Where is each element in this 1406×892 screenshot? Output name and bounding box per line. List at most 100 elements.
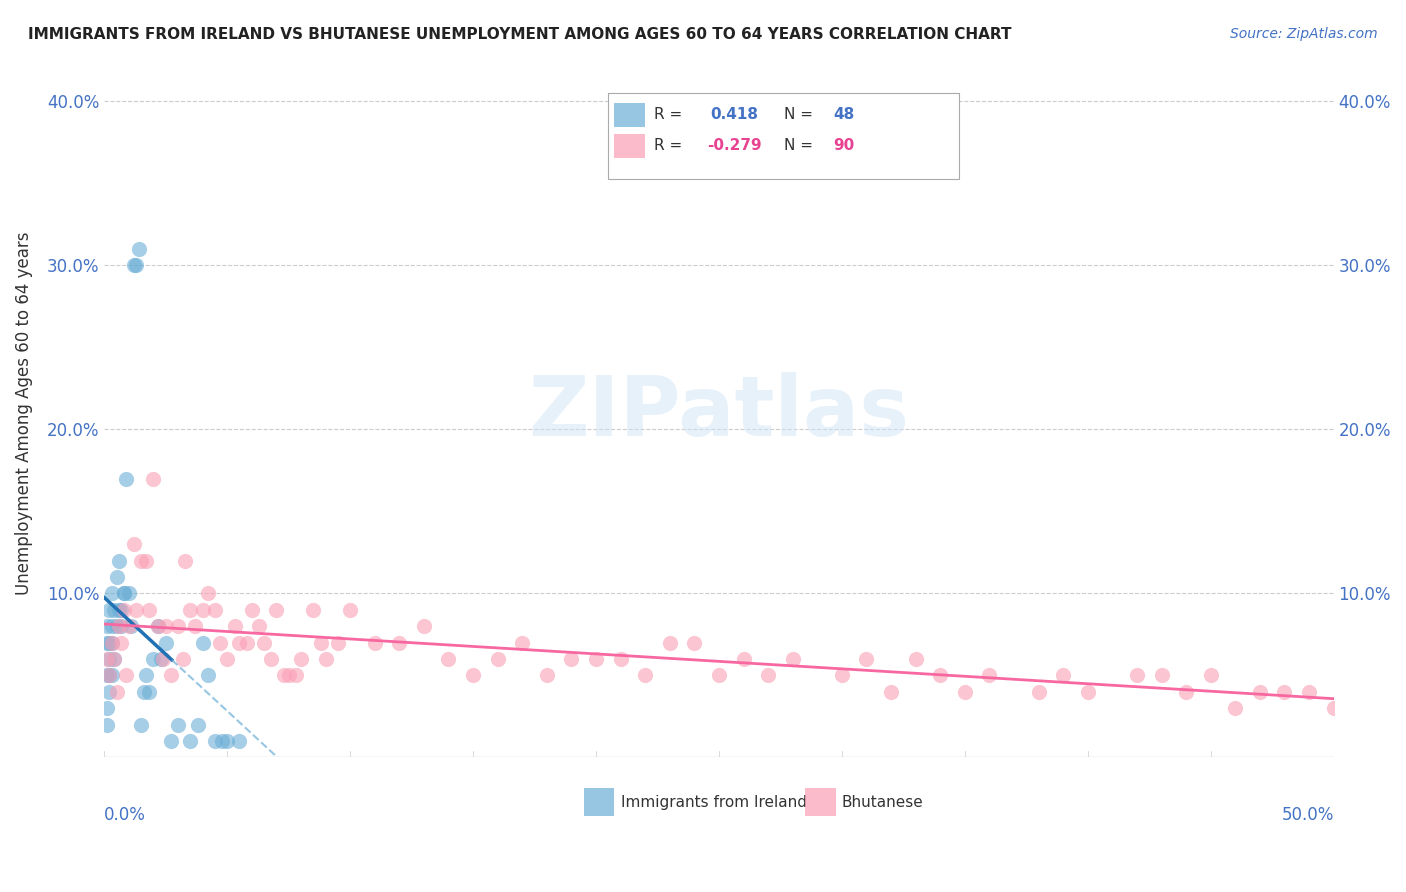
Point [128, 242, 150, 256]
Point [105, 685, 128, 699]
Point [1323, 701, 1346, 715]
Point [211, 734, 233, 748]
Point [247, 619, 270, 633]
Point [904, 652, 927, 666]
Point [148, 619, 170, 633]
Point [634, 668, 657, 682]
Text: 0.0%: 0.0% [104, 805, 146, 823]
Point [1175, 685, 1198, 699]
Point [184, 619, 207, 633]
Point [204, 734, 226, 748]
Point [108, 603, 131, 617]
Point [315, 652, 337, 666]
Point [217, 652, 239, 666]
Point [217, 734, 239, 748]
Text: ZIPatlas: ZIPatlas [529, 373, 910, 453]
Point [96, 635, 118, 649]
Point [148, 619, 170, 633]
Point [110, 619, 132, 633]
Point [122, 258, 145, 272]
Point [96, 668, 118, 682]
Point [96, 717, 118, 731]
Text: N =: N = [785, 138, 818, 153]
Point [1298, 685, 1320, 699]
Point [98, 652, 121, 666]
Point [135, 668, 157, 682]
Point [98, 603, 121, 617]
Point [339, 603, 361, 617]
Point [979, 668, 1001, 682]
Point [105, 619, 128, 633]
Text: -0.279: -0.279 [707, 138, 761, 153]
Point [118, 619, 141, 633]
Point [112, 586, 135, 600]
Point [125, 603, 148, 617]
Point [98, 668, 121, 682]
Point [103, 652, 125, 666]
Point [208, 635, 231, 649]
Point [149, 652, 172, 666]
Point [1150, 668, 1173, 682]
Point [120, 619, 142, 633]
Point [240, 603, 263, 617]
Point [1052, 668, 1074, 682]
Point [683, 635, 706, 649]
Point [733, 652, 755, 666]
Point [122, 537, 145, 551]
Text: 0.418: 0.418 [710, 107, 758, 122]
Point [388, 635, 411, 649]
Point [179, 603, 201, 617]
Point [290, 652, 312, 666]
Point [100, 635, 122, 649]
Point [179, 734, 201, 748]
Text: Immigrants from Ireland: Immigrants from Ireland [620, 795, 807, 810]
Text: N =: N = [785, 107, 818, 122]
Point [138, 603, 160, 617]
Point [236, 635, 259, 649]
Point [412, 619, 434, 633]
Point [138, 685, 160, 699]
Bar [609, 93, 959, 178]
Point [253, 635, 276, 649]
Point [96, 701, 118, 715]
Bar [583, 789, 614, 816]
Point [112, 603, 135, 617]
Point [326, 635, 349, 649]
Bar [806, 789, 835, 816]
Point [510, 635, 533, 649]
Point [159, 734, 181, 748]
Point [105, 570, 128, 584]
Point [364, 635, 387, 649]
Y-axis label: Unemployment Among Ages 60 to 64 years: Unemployment Among Ages 60 to 64 years [15, 231, 32, 595]
Point [273, 668, 295, 682]
Point [831, 668, 853, 682]
Point [1347, 685, 1369, 699]
Point [929, 668, 952, 682]
Point [191, 635, 214, 649]
Point [707, 668, 730, 682]
Text: 90: 90 [834, 138, 855, 153]
Point [142, 652, 165, 666]
Point [437, 652, 460, 666]
Point [96, 619, 118, 633]
Point [103, 652, 125, 666]
Point [98, 635, 121, 649]
Point [1274, 685, 1296, 699]
Point [155, 635, 177, 649]
Text: 50.0%: 50.0% [1281, 805, 1334, 823]
Text: R =: R = [654, 138, 688, 153]
Point [98, 685, 121, 699]
Point [953, 685, 976, 699]
Point [103, 603, 125, 617]
Point [224, 619, 246, 633]
Point [118, 586, 141, 600]
Point [204, 603, 226, 617]
Point [98, 668, 121, 682]
Point [880, 685, 903, 699]
Point [228, 635, 250, 649]
Point [658, 635, 681, 649]
Point [129, 553, 152, 567]
Point [560, 652, 582, 666]
Point [187, 717, 209, 731]
Text: Bhutanese: Bhutanese [842, 795, 924, 810]
